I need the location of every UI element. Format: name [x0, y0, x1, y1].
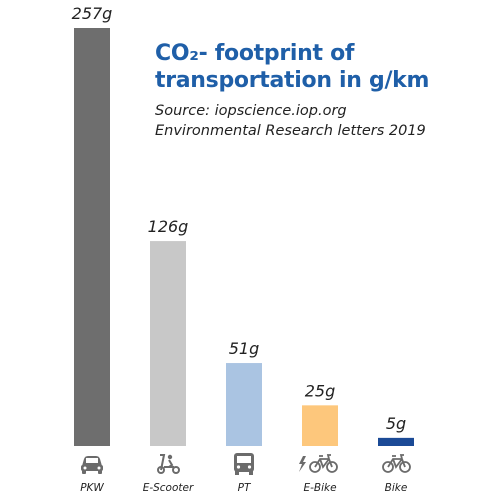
- category-label: E-Bike: [303, 482, 336, 494]
- bar-e-bike: [302, 405, 338, 446]
- category-label: Bike: [385, 482, 408, 494]
- bus-icon: [234, 453, 254, 475]
- bike-icon: [382, 454, 411, 473]
- source-note: Source: iopscience.iop.org Environmental…: [155, 101, 495, 141]
- bar-e-scooter: [150, 241, 186, 446]
- bar-pt: [226, 363, 262, 446]
- value-label: 25g: [305, 381, 336, 400]
- value-label: 51g: [229, 339, 260, 358]
- category-label: PKW: [80, 482, 104, 494]
- car-icon: [81, 456, 103, 474]
- scooter-icon: [157, 454, 180, 474]
- bar-bike: [378, 437, 414, 446]
- source-line-2: Environmental Research letters 2019: [155, 123, 426, 139]
- chart-title-line-1: CO₂- footprint of: [155, 41, 355, 66]
- chart-title-line-2: transportation in g/km: [155, 68, 430, 93]
- bar-pkw: [74, 28, 110, 446]
- category-label: PT: [238, 482, 252, 494]
- value-label: 5g: [386, 414, 406, 433]
- value-label: 126g: [148, 217, 189, 236]
- source-line-1: Source: iopscience.iop.org: [155, 103, 347, 119]
- category-label: E-Scooter: [143, 482, 194, 494]
- title-block: CO₂- footprint of transportation in g/km…: [155, 40, 495, 141]
- value-label: 257g: [72, 4, 113, 23]
- ebike-icon: [299, 454, 338, 473]
